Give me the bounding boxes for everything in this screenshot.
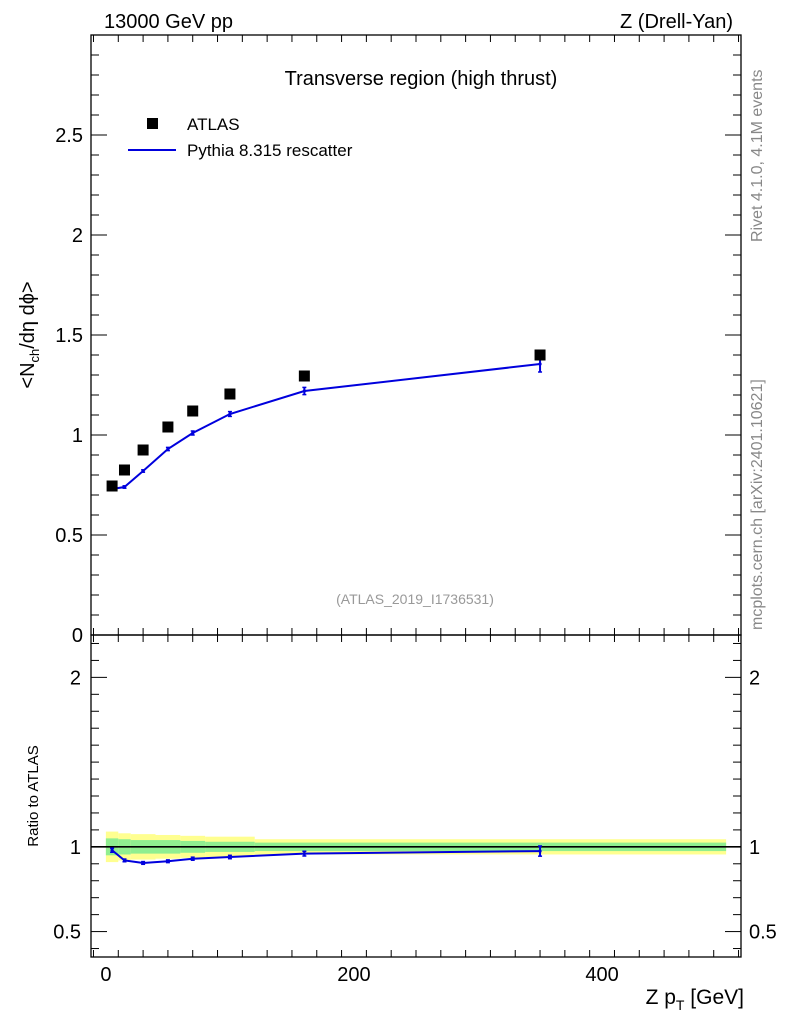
x-axis-label: Z pT [GeV]: [646, 986, 744, 1013]
x-tick-label: 200: [337, 964, 370, 986]
ratio-point: [191, 857, 195, 861]
ratio-line: [111, 849, 541, 864]
legend-label-pythia: Pythia 8.315 rescatter: [187, 141, 353, 160]
mc-point: [122, 485, 127, 489]
main-y-axis-label: <Nch/dη dϕ>: [17, 281, 42, 388]
main-y-tick-label: 1.5: [55, 325, 83, 347]
ratio-y-tick-label-right: 2: [749, 667, 760, 689]
data-point: [137, 444, 149, 456]
legend-marker-atlas: [147, 118, 158, 129]
data-point: [298, 370, 310, 382]
ratio-point: [228, 855, 232, 859]
ratio-panel-frame: [90, 634, 742, 958]
process-label: Z (Drell-Yan): [620, 11, 733, 33]
x-tick-label: 400: [585, 964, 618, 986]
main-y-tick-labels: 0 0.5 1 1.5 2 2.5: [55, 125, 83, 647]
ratio-y-axis-label: Ratio to ATLAS: [25, 745, 42, 846]
x-tick-label: 0: [100, 964, 111, 986]
data-point: [187, 405, 199, 417]
mc-point: [228, 412, 232, 416]
mc-point: [538, 362, 542, 366]
main-panel: 0 0.5 1 1.5 2 2.5 Transverse region (high thr…: [17, 34, 742, 647]
main-y-tick-label: 1: [72, 425, 83, 447]
ratio-y-tick-label-left: 2: [70, 667, 81, 689]
main-data-series: [106, 349, 546, 492]
x-tick-labels: 0 200 400: [100, 964, 618, 986]
ratio-mc-series: [110, 845, 543, 866]
main-y-tick-label: 0: [72, 625, 83, 647]
main-mc-series: [110, 355, 543, 492]
main-y-tick-label: 2: [72, 225, 83, 247]
ratio-y-tick-label-left: 0.5: [53, 922, 81, 944]
ratio-y-tick-label-left: 1: [70, 837, 81, 859]
main-y-tick-label: 2.5: [55, 125, 83, 147]
ratio-y-tick-label-right: 0.5: [749, 922, 777, 944]
mc-point: [141, 469, 145, 473]
main-axis-ticks: [91, 35, 741, 636]
rivet-label: Rivet 4.1.0, 4.1M events: [749, 69, 766, 242]
ratio-point: [122, 858, 127, 863]
ratio-y-tick-label-right: 1: [749, 837, 760, 859]
ratio-point: [166, 859, 170, 863]
legend-label-atlas: ATLAS: [187, 115, 240, 134]
data-point: [534, 349, 546, 361]
ratio-axis-ticks: [91, 635, 741, 957]
data-point: [118, 464, 130, 476]
ratio-y-tick-labels: 0.5 0.5 1 1 2 2: [53, 667, 777, 943]
ratio-point: [538, 849, 542, 853]
mc-point: [302, 389, 306, 393]
chart-title: Transverse region (high thrust): [285, 68, 558, 90]
mc-point: [191, 431, 195, 435]
ratio-point: [141, 861, 145, 865]
analysis-watermark: (ATLAS_2019_I1736531): [336, 591, 494, 607]
ratio-panel: 0.5 0.5 1 1 2 2 0 200 400 Ratio to ATLAS Z pT […: [25, 634, 777, 1013]
source-label: mcplots.cern.ch [arXiv:2401.10621]: [749, 379, 766, 630]
main-y-tick-label: 0.5: [55, 525, 83, 547]
ratio-point: [302, 852, 306, 856]
energy-label: 13000 GeV pp: [104, 11, 233, 33]
mc-line: [111, 363, 541, 490]
data-point: [224, 388, 236, 400]
mc-point: [166, 447, 170, 451]
ratio-point: [110, 848, 114, 852]
legend: ATLAS Pythia 8.315 rescatter: [128, 115, 353, 160]
data-point: [162, 421, 174, 433]
data-point: [106, 480, 118, 492]
